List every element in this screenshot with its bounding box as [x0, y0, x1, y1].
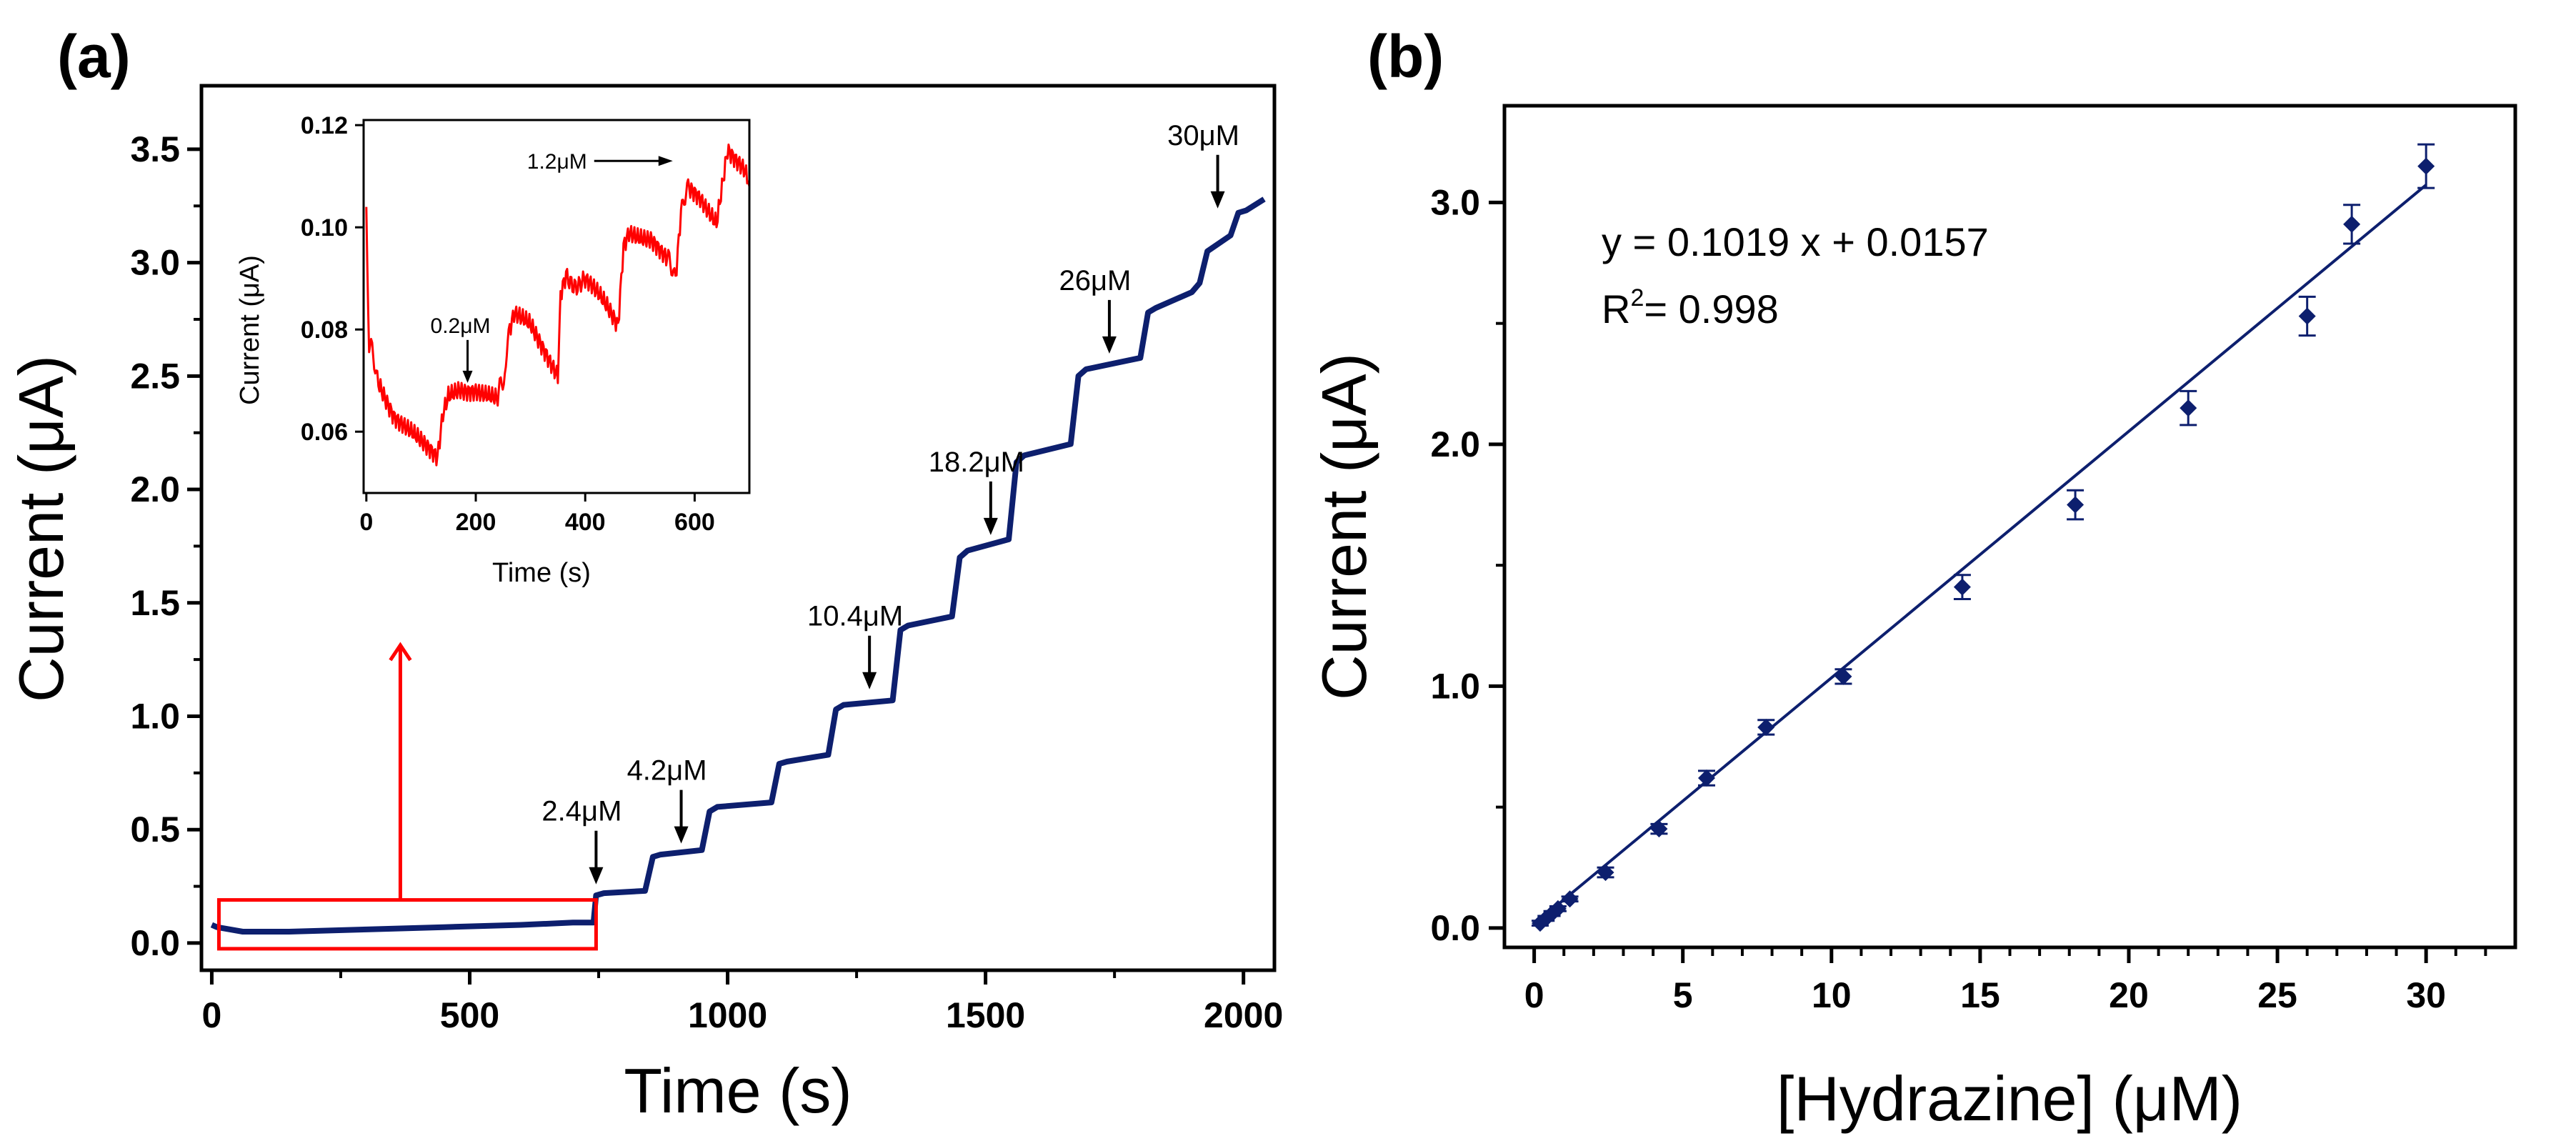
- panel-a-y-tick-label: 0.0: [130, 923, 180, 963]
- panel-b-y-axis-title: Current (μA): [1309, 353, 1379, 700]
- inset-y-axis-title: Current (μA): [235, 255, 265, 405]
- panel-a-y-tick-label: 0.5: [130, 809, 180, 849]
- panel-b-y-tick-label: 3.0: [1430, 182, 1480, 222]
- inset-x-tick-label: 200: [456, 509, 496, 536]
- inset-annotation-arrowhead: [658, 156, 673, 166]
- panel-a-x-tick-label: 2000: [1204, 995, 1283, 1035]
- panel-a-annotation-arrowhead: [862, 672, 877, 689]
- panel-a-x-axis-title: Time (s): [624, 1055, 852, 1126]
- panel-a-label: (a): [57, 23, 131, 90]
- panel-a-annotation-label: 18.2μM: [929, 447, 1024, 478]
- panel-a-annotation-arrowhead: [1102, 336, 1117, 354]
- panel-a-y-tick-label: 2.5: [130, 356, 180, 396]
- inset-y-tick-label: 0.08: [301, 317, 348, 344]
- panel-a-annotation-arrowhead: [589, 867, 604, 885]
- panel-a-annotation-arrowhead: [1210, 191, 1225, 209]
- panel-b-fit-line: [1539, 184, 2427, 921]
- panel-b: (b) 0 5 10 15 20 25 30 0.0 1.0 2.0 3.0 y = 0.1019 …: [1309, 23, 2517, 1134]
- panel-b-data-point: [2343, 215, 2361, 233]
- panel-b-label: (b): [1367, 23, 1444, 90]
- panel-b-x-tick-label: 25: [2257, 975, 2297, 1015]
- inset-series-layer: [365, 143, 751, 467]
- panel-b-x-tick-label: 30: [2406, 975, 2446, 1015]
- inset-axis-ticks: 0 200 400 600 0.06 0.08 0.10 0.12: [301, 112, 715, 536]
- inset-y-tick-label: 0.06: [301, 419, 348, 446]
- inset-x-tick-label: 600: [674, 509, 715, 536]
- panel-a-y-tick-label: 2.0: [130, 469, 180, 509]
- panel-b-data-point: [2067, 496, 2085, 514]
- panel-a-plot-frame: [199, 84, 1277, 972]
- panel-b-data-point: [1561, 890, 1579, 908]
- panel-a-y-tick-label: 1.0: [130, 696, 180, 736]
- panel-b-series-layer: [1531, 143, 2435, 932]
- panel-b-x-tick-label: 10: [1812, 975, 1852, 1015]
- panel-b-data-point: [1549, 900, 1567, 917]
- panel-a-annotation-arrowhead: [983, 517, 998, 535]
- panel-a-inset: 0 200 400 600 0.06 0.08 0.10 0.12 0.2μM 1.2μM Ti…: [235, 112, 751, 588]
- inset-x-tick-label: 400: [565, 509, 606, 536]
- panel-b-y-tick-label: 1.0: [1430, 666, 1480, 706]
- panel-b-r-squared: R2= 0.998: [1602, 284, 1779, 332]
- panel-a-annotation-label: 4.2μM: [627, 755, 707, 787]
- panel-b-x-tick-label: 15: [1960, 975, 2000, 1015]
- panel-b-y-tick-label: 2.0: [1430, 424, 1480, 464]
- panel-a-x-tick-label: 500: [440, 995, 499, 1035]
- r-squared-symbol: R: [1602, 286, 1630, 332]
- panel-a-zoom-arrowhead: [389, 642, 412, 662]
- panel-b-data-point: [1953, 578, 1971, 596]
- inset-x-tick-label: 0: [359, 509, 373, 536]
- panel-a-series-line-0: [210, 196, 1266, 935]
- panel-b-y-tick-label: 0.0: [1430, 908, 1480, 948]
- panel-b-data-point: [1757, 718, 1775, 736]
- panel-a: (a) 0 500 1000 1500 20000.00.51.01.52.02.53.…: [6, 23, 1283, 1126]
- panel-b-data-point: [2180, 399, 2197, 417]
- panel-a-annotation-label: 26μM: [1059, 265, 1131, 297]
- inset-series-line-0: [365, 143, 751, 467]
- r-squared-value: = 0.998: [1644, 286, 1778, 332]
- inset-annotations: 0.2μM 1.2μM: [431, 150, 673, 383]
- inset-x-axis-title: Time (s): [492, 558, 591, 588]
- panel-a-x-tick-label: 0: [202, 995, 222, 1035]
- panel-a-x-tick-label: 1500: [946, 995, 1025, 1035]
- panel-a-annotation-arrowhead: [674, 826, 689, 844]
- panel-b-x-tick-label: 5: [1673, 975, 1693, 1015]
- panel-b-x-tick-label: 20: [2109, 975, 2149, 1015]
- panel-b-x-tick-label: 0: [1524, 975, 1544, 1015]
- inset-annotation-arrowhead: [462, 370, 473, 383]
- panel-a-annotation-label: 30μM: [1167, 120, 1239, 151]
- panel-a-annotation-label: 2.4μM: [541, 796, 621, 827]
- inset-annotation-label: 0.2μM: [431, 314, 491, 338]
- inset-y-tick-label: 0.12: [301, 112, 348, 139]
- panel-b-data-point: [1698, 769, 1715, 787]
- panel-a-y-tick-label: 3.5: [130, 129, 180, 169]
- inset-background: [364, 120, 749, 493]
- panel-a-highlight-box: [216, 898, 598, 951]
- panel-b-data-point: [1597, 864, 1614, 882]
- inset-plot-frame: [362, 119, 751, 494]
- panel-b-fit-layer: [1539, 184, 2427, 921]
- panel-b-data-point: [1650, 820, 1668, 838]
- panel-b-axis-ticks: 0 5 10 15 20 25 30 0.0 1.0 2.0 3.0: [1430, 182, 2487, 1015]
- panel-a-y-axis-title: Current (μA): [6, 355, 76, 702]
- inset-y-tick-label: 0.10: [301, 214, 348, 241]
- r-squared-superscript: 2: [1630, 284, 1644, 312]
- panel-b-data-point: [2298, 307, 2316, 325]
- panel-b-x-axis-title: [Hydrazine] (μM): [1777, 1063, 2242, 1134]
- panel-a-y-tick-label: 1.5: [130, 583, 180, 623]
- panel-a-series-layer: [210, 196, 1266, 935]
- panel-b-data-point: [1834, 667, 1852, 685]
- panel-b-fit-equation: y = 0.1019 x + 0.0157: [1602, 219, 1989, 264]
- panel-a-annotation-label: 10.4μM: [807, 601, 903, 632]
- inset-annotation-label: 1.2μM: [527, 150, 587, 174]
- panel-a-y-tick-label: 3.0: [130, 243, 180, 283]
- panel-b-data-point: [2417, 157, 2435, 175]
- panel-a-x-tick-label: 1000: [688, 995, 767, 1035]
